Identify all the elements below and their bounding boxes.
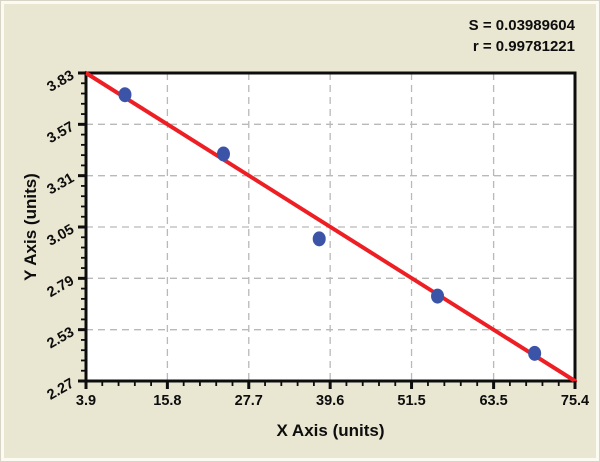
y-tick-label: 3.31	[45, 170, 77, 198]
y-tick-label: 3.83	[45, 68, 77, 96]
x-tick-label: 75.4	[561, 393, 589, 409]
y-tick-label: 3.57	[45, 119, 77, 147]
y-tick-label: 3.05	[45, 222, 77, 250]
chart-canvas: S = 0.03989604 r = 0.99781221 Y Axis (un…	[4, 4, 596, 458]
x-tick-label: 3.9	[76, 393, 96, 409]
stat-s-value: S = 0.03989604	[468, 17, 575, 34]
x-tick-label: 51.5	[397, 393, 425, 409]
y-tick-label: 2.27	[45, 376, 77, 404]
y-tick-label: 2.53	[45, 324, 77, 352]
data-point	[118, 87, 132, 103]
data-point	[431, 288, 445, 304]
x-tick-label: 27.7	[235, 393, 263, 409]
y-tick-label: 2.79	[45, 273, 77, 301]
stat-r-value: r = 0.99781221	[472, 38, 575, 55]
x-tick-label: 15.8	[153, 393, 181, 409]
x-axis-title: X Axis (units)	[276, 421, 385, 440]
x-tick-label: 39.6	[316, 393, 344, 409]
data-point	[528, 345, 542, 361]
regression-line	[84, 71, 577, 383]
x-tick-label: 63.5	[479, 393, 507, 409]
stats-annotation: S = 0.03989604 r = 0.99781221	[469, 15, 575, 57]
data-point	[312, 231, 326, 247]
scatter-plot: 3.9 15.8 27.7 39.6 51.5 63.5 75.4 2.27 2.53 2.79 3…	[45, 68, 590, 409]
data-point	[216, 146, 230, 162]
